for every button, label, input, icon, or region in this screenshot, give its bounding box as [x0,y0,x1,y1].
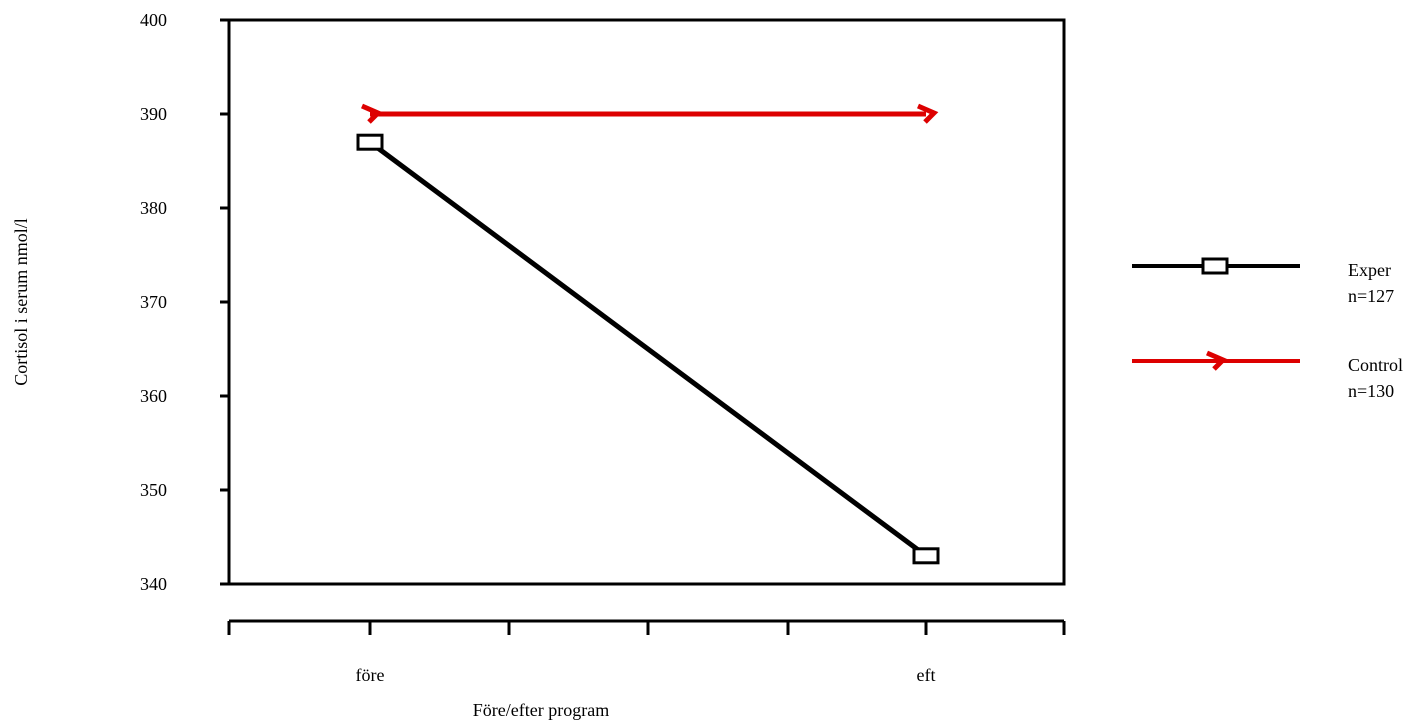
series-control [360,103,939,124]
legend-sublabel: n=127 [1348,286,1394,306]
y-tick-label: 370 [140,292,167,312]
y-tick-label: 380 [140,198,167,218]
legend-label: Control [1348,355,1403,375]
x-axis-label: Före/efter program [473,700,609,720]
legend-sublabel: n=130 [1348,381,1394,401]
y-axis: 340 350 360 370 380 390 400 [140,10,229,594]
data-point [916,103,939,124]
plot-frame [227,18,1066,586]
legend-item-control: Control n=130 [1132,350,1403,401]
series-line [368,140,928,558]
data-point [356,133,384,151]
x-tick-label: före [356,665,385,685]
y-tick-label: 360 [140,386,167,406]
y-tick-label: 400 [140,10,167,30]
legend: Exper n=127 Control n=130 [1132,257,1403,401]
legend-label: Exper [1348,260,1391,280]
legend-marker [1201,257,1229,275]
y-tick-label: 350 [140,480,167,500]
y-tick-label: 390 [140,104,167,124]
series-exper [356,133,940,565]
plot-area [227,18,1066,586]
legend-marker [1205,350,1228,371]
y-axis-label: Cortisol i serum nmol/l [11,218,31,386]
series-layer [356,103,940,565]
y-tick-label: 340 [140,574,167,594]
data-point [360,103,383,124]
x-tick-label: eft [917,665,936,685]
legend-item-exper: Exper n=127 [1132,257,1394,306]
data-point [912,547,940,565]
x-axis: före eft [227,619,1066,685]
